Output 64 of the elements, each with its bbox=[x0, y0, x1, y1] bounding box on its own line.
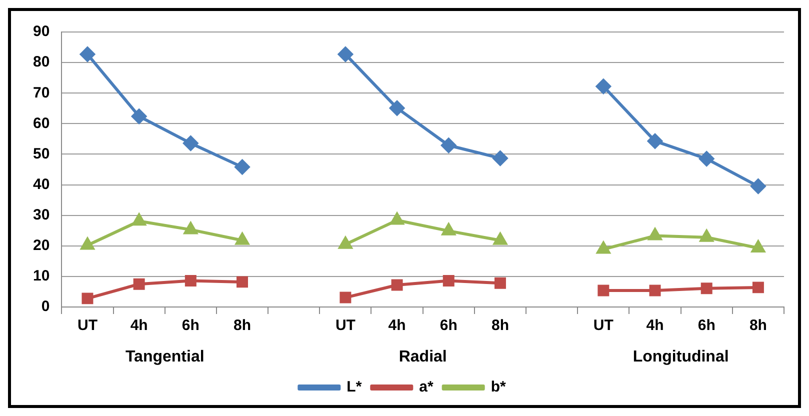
point bbox=[80, 238, 94, 250]
x-tick-label: 4h bbox=[130, 317, 148, 334]
point bbox=[184, 222, 198, 234]
legend-label: b* bbox=[490, 378, 506, 396]
point bbox=[338, 236, 352, 249]
point bbox=[391, 279, 403, 291]
y-tick-label: 90 bbox=[32, 23, 50, 40]
point bbox=[649, 284, 661, 296]
point bbox=[390, 100, 405, 116]
point bbox=[442, 223, 456, 236]
x-tick-label: 6h bbox=[440, 317, 458, 334]
point bbox=[234, 160, 250, 175]
y-tick-label: 50 bbox=[32, 145, 50, 162]
text: Longitudinal bbox=[632, 348, 729, 366]
point bbox=[82, 292, 94, 304]
point bbox=[390, 212, 404, 225]
point bbox=[648, 228, 662, 240]
point bbox=[752, 282, 764, 294]
point bbox=[80, 46, 95, 62]
x-tick-label: UT bbox=[335, 317, 356, 334]
legend-label: L* bbox=[346, 378, 362, 396]
point bbox=[340, 292, 352, 304]
point bbox=[338, 46, 353, 62]
y-tick-label: 0 bbox=[41, 298, 50, 316]
point bbox=[184, 274, 196, 286]
point bbox=[596, 242, 610, 254]
y-tick-label: 30 bbox=[32, 206, 50, 224]
point bbox=[236, 232, 249, 245]
point bbox=[494, 277, 506, 289]
point bbox=[699, 151, 714, 166]
x-tick-label: 4h bbox=[646, 317, 664, 334]
y-tick-label: 70 bbox=[32, 84, 50, 102]
point bbox=[494, 232, 507, 245]
x-tick-label: 6h bbox=[698, 317, 716, 334]
text: Radial bbox=[398, 348, 447, 366]
y-tick-label: 60 bbox=[32, 114, 50, 132]
point bbox=[752, 240, 765, 253]
point bbox=[750, 178, 766, 194]
point bbox=[441, 138, 456, 153]
point bbox=[442, 274, 454, 286]
y-tick-label: 80 bbox=[32, 54, 50, 71]
y-tick-label: 20 bbox=[32, 237, 50, 254]
point bbox=[183, 136, 198, 151]
point bbox=[648, 134, 663, 149]
y-tick-label: 40 bbox=[32, 176, 50, 193]
x-tick-label: 8h bbox=[749, 317, 767, 334]
point bbox=[132, 214, 146, 226]
point bbox=[596, 78, 611, 94]
point bbox=[700, 230, 714, 242]
point bbox=[700, 282, 712, 294]
y-tick-label: 10 bbox=[32, 268, 50, 285]
x-tick-label: 4h bbox=[388, 317, 406, 334]
legend-label: a* bbox=[419, 378, 434, 396]
text: Tangential bbox=[125, 348, 204, 366]
point bbox=[132, 108, 147, 124]
x-tick-label: UT bbox=[77, 317, 98, 334]
x-tick-label: 6h bbox=[182, 317, 200, 334]
x-tick-label: 8h bbox=[234, 317, 252, 334]
point bbox=[598, 284, 610, 296]
point bbox=[236, 276, 248, 288]
point bbox=[492, 150, 508, 166]
x-tick-label: 8h bbox=[491, 317, 509, 334]
point bbox=[133, 278, 145, 290]
x-tick-label: UT bbox=[593, 317, 614, 334]
